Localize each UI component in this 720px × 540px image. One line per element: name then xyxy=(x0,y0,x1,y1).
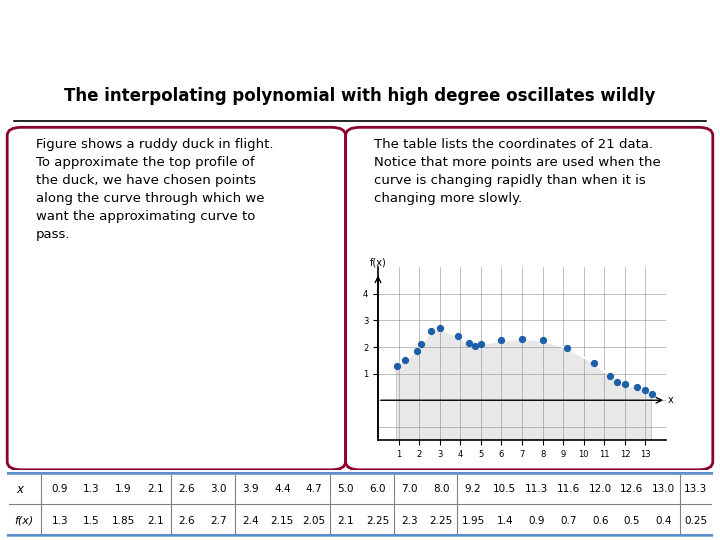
Text: 1.3: 1.3 xyxy=(51,516,68,526)
Text: 9.2: 9.2 xyxy=(464,484,481,494)
Text: 1.95: 1.95 xyxy=(462,516,485,526)
Point xyxy=(411,347,423,355)
Text: 1.4: 1.4 xyxy=(497,516,513,526)
Text: 8.0: 8.0 xyxy=(433,484,449,494)
Text: 0.4: 0.4 xyxy=(655,516,672,526)
Text: 11.3: 11.3 xyxy=(525,484,548,494)
Text: 13.0: 13.0 xyxy=(652,484,675,494)
Polygon shape xyxy=(397,328,652,440)
Text: f(x): f(x) xyxy=(369,257,387,267)
Text: 2.6: 2.6 xyxy=(179,516,195,526)
Point xyxy=(646,389,657,398)
Point xyxy=(463,339,474,347)
Text: 2.3: 2.3 xyxy=(401,516,418,526)
Point xyxy=(562,344,573,353)
Text: 2.4: 2.4 xyxy=(242,516,258,526)
Point xyxy=(537,336,549,345)
Text: 2.7: 2.7 xyxy=(210,516,227,526)
FancyBboxPatch shape xyxy=(7,127,346,470)
Point xyxy=(631,383,643,391)
Text: 0.9: 0.9 xyxy=(528,516,545,526)
Text: 2.25: 2.25 xyxy=(366,516,390,526)
Point xyxy=(452,332,464,341)
Point xyxy=(434,324,446,333)
Text: Sec: 18.2: Sec: 18.2 xyxy=(9,15,146,41)
Point xyxy=(605,372,616,381)
Point xyxy=(426,327,437,335)
Text: 2.1: 2.1 xyxy=(338,516,354,526)
Text: 3.9: 3.9 xyxy=(242,484,258,494)
Point xyxy=(588,359,600,367)
Text: 1.85: 1.85 xyxy=(112,516,135,526)
Text: 12.6: 12.6 xyxy=(621,484,644,494)
Text: Figure shows a ruddy duck in flight.
To approximate the top profile of
the duck,: Figure shows a ruddy duck in flight. To … xyxy=(36,138,274,240)
Text: 5.0: 5.0 xyxy=(338,484,354,494)
Text: 1.9: 1.9 xyxy=(115,484,132,494)
FancyBboxPatch shape xyxy=(1,474,719,535)
Text: 2.25: 2.25 xyxy=(430,516,453,526)
Text: 2.6: 2.6 xyxy=(179,484,195,494)
Text: 0.9: 0.9 xyxy=(52,484,68,494)
Text: 6.0: 6.0 xyxy=(369,484,386,494)
Text: 12.0: 12.0 xyxy=(588,484,612,494)
Text: 4.7: 4.7 xyxy=(306,484,323,494)
Text: 0.6: 0.6 xyxy=(592,516,608,526)
Text: 2.15: 2.15 xyxy=(271,516,294,526)
Text: 11.6: 11.6 xyxy=(557,484,580,494)
Text: f(x): f(x) xyxy=(14,516,34,526)
Text: 2.1: 2.1 xyxy=(147,516,163,526)
Point xyxy=(495,336,507,345)
Point xyxy=(639,385,651,394)
FancyBboxPatch shape xyxy=(346,127,713,470)
Text: 0.7: 0.7 xyxy=(560,516,577,526)
Text: 0.5: 0.5 xyxy=(624,516,640,526)
Point xyxy=(611,377,622,386)
Point xyxy=(619,380,631,389)
Text: 0.25: 0.25 xyxy=(684,516,707,526)
Text: 2.1: 2.1 xyxy=(147,484,163,494)
Text: 1.5: 1.5 xyxy=(84,516,100,526)
Text: 10.5: 10.5 xyxy=(493,484,516,494)
Point xyxy=(415,340,427,349)
Point xyxy=(391,361,402,370)
Text: 7.0: 7.0 xyxy=(401,484,418,494)
Point xyxy=(399,356,410,364)
Text: 13.3: 13.3 xyxy=(684,484,707,494)
Text: x: x xyxy=(17,483,23,496)
Point xyxy=(469,341,480,350)
Text: 3.0: 3.0 xyxy=(210,484,227,494)
Text: The interpolating polynomial with high degree oscillates wildly: The interpolating polynomial with high d… xyxy=(64,86,656,105)
Text: x: x xyxy=(668,395,674,405)
Point xyxy=(516,335,528,343)
Text: 1.3: 1.3 xyxy=(84,484,100,494)
Text: The table lists the coordinates of 21 data.
Notice that more points are used whe: The table lists the coordinates of 21 da… xyxy=(374,138,661,205)
Text: 4.4: 4.4 xyxy=(274,484,291,494)
Text: LAGRANGE INTERPOLATING POLYNOMALS: LAGRANGE INTERPOLATING POLYNOMALS xyxy=(133,23,425,36)
Point xyxy=(475,340,487,349)
Text: 2.05: 2.05 xyxy=(302,516,325,526)
